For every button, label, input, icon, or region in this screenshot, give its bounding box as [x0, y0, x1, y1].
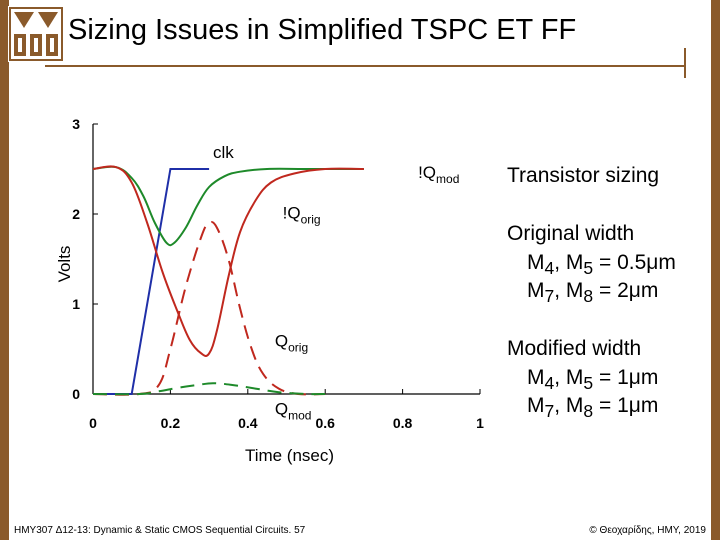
series-line-clk	[93, 167, 210, 395]
footer-course-info: HMY307 Δ12-13: Dynamic & Static CMOS Seq…	[14, 525, 306, 536]
x-tick-label: 0	[89, 415, 97, 431]
y-axis-title: Volts	[55, 246, 74, 283]
title-rule-tick	[684, 48, 686, 78]
y-tick-label: 2	[72, 206, 80, 222]
y-tick-label: 0	[72, 386, 80, 402]
original-width-title: Original width	[507, 222, 635, 245]
x-tick-label: 0.4	[238, 415, 258, 431]
x-tick-label: 0.2	[161, 415, 181, 431]
x-tick-label: 1	[476, 415, 484, 431]
original-width-line-1: M4, M5 = 0.5μm	[527, 251, 676, 279]
x-tick-label: 0.8	[393, 415, 413, 431]
series-line-qorig	[92, 221, 326, 396]
frame-right-bar	[711, 0, 720, 540]
curve-annotation: Qmod	[275, 400, 312, 423]
x-axis-title: Time (nsec)	[245, 446, 334, 465]
university-logo-icon	[8, 6, 64, 62]
sizing-heading: Transistor sizing	[507, 164, 660, 187]
series-line-qmod	[92, 382, 326, 396]
series-line-qmod	[92, 165, 364, 247]
footer-copyright: © Θεοχαρίδης, ΗΜΥ, 2019	[589, 525, 706, 536]
modified-width-line-2: M7, M8 = 1μm	[527, 394, 659, 422]
x-tick-label: 0.6	[315, 415, 335, 431]
y-tick-label: 1	[72, 296, 80, 312]
y-tick-label: 3	[72, 116, 80, 132]
modified-width-line-1: M4, M5 = 1μm	[527, 366, 659, 394]
curve-annotation: clk	[213, 143, 234, 162]
original-width-line-2: M7, M8 = 2μm	[527, 279, 659, 307]
frame-left-bar	[0, 0, 9, 540]
curve-annotation: !Qorig	[283, 204, 321, 227]
curve-annotation: Qorig	[275, 331, 308, 354]
slide-title: Sizing Issues in Simplified TSPC ET FF	[68, 14, 577, 46]
title-underline	[45, 65, 685, 67]
series-line-qorig	[92, 165, 364, 357]
modified-width-title: Modified width	[507, 337, 642, 360]
curve-annotation: !Qmod	[418, 163, 459, 186]
